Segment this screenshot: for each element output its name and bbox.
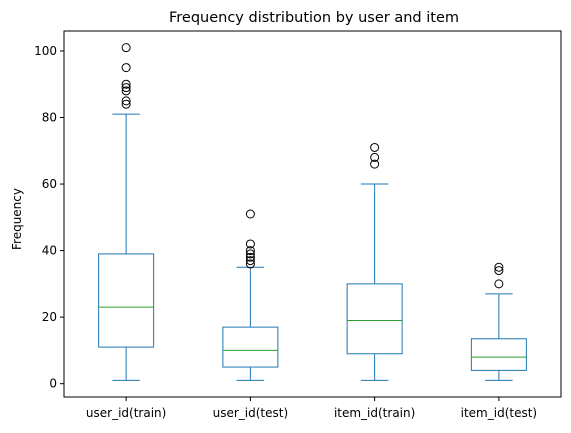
outlier-point (245, 252, 255, 262)
plot-frame (63, 30, 562, 398)
box-iqr (222, 326, 279, 368)
plot-area: 0 20 40 60 80 100 user_id(train) user_id(test) i… (34, 30, 562, 420)
y-tick-label: 0 (49, 377, 57, 391)
box-iqr (470, 338, 527, 371)
x-tick-label: item_id(test) (461, 406, 537, 420)
outlier-point (121, 63, 131, 73)
box-iqr (346, 283, 403, 355)
outlier-point (494, 262, 504, 272)
outlier-point (245, 259, 255, 269)
outlier-point (245, 246, 255, 256)
y-axis-label: Frequency (10, 188, 24, 250)
y-tick-label: 80 (42, 111, 57, 125)
y-tick-label: 100 (34, 44, 57, 58)
outlier-point (370, 142, 380, 152)
outlier-point (245, 249, 255, 259)
chart-title: Frequency distribution by user and item (169, 10, 459, 26)
y-tick-label: 60 (42, 177, 57, 191)
outlier-point (245, 209, 255, 219)
outlier-point (121, 43, 131, 53)
x-tick-label: user_id(train) (86, 406, 166, 420)
outlier-point (121, 86, 131, 96)
outlier-point (121, 96, 131, 106)
outlier-point (245, 239, 255, 249)
outlier-point (494, 279, 504, 289)
outlier-point (121, 83, 131, 93)
x-tick-label: user_id(test) (213, 406, 289, 420)
box-iqr (98, 253, 155, 348)
outlier-point (245, 256, 255, 266)
outlier-point (121, 79, 131, 89)
outlier-point (370, 159, 380, 169)
y-tick-label: 40 (42, 244, 57, 258)
y-tick-label: 20 (42, 310, 57, 324)
outlier-point (121, 99, 131, 109)
outlier-point (494, 266, 504, 276)
outlier-point (370, 152, 380, 162)
x-tick-label: item_id(train) (334, 406, 415, 420)
